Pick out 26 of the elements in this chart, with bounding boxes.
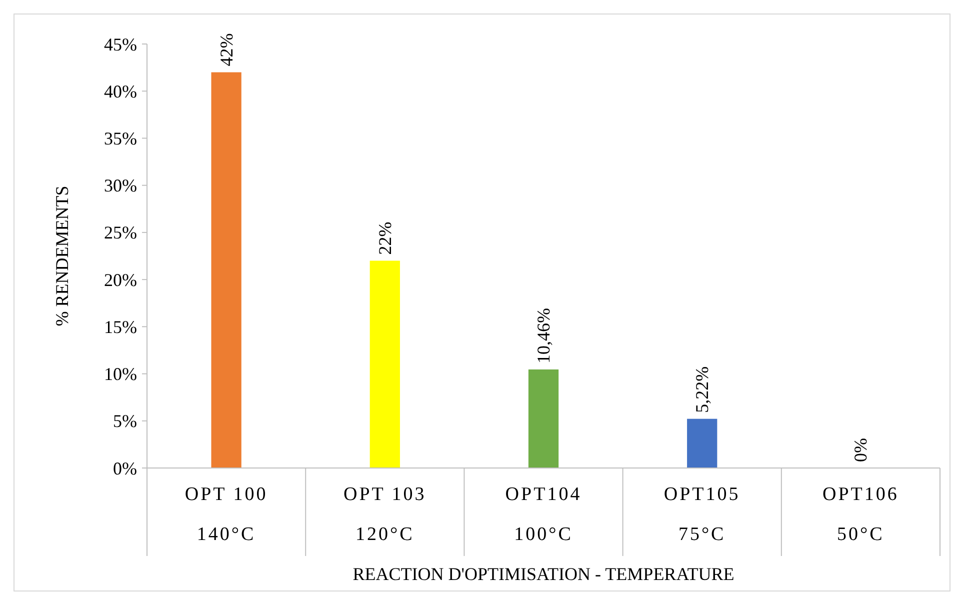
y-tick-label: 20% xyxy=(104,270,137,290)
y-axis-title: % RENDEMENTS xyxy=(52,186,72,326)
data-label: 22% xyxy=(374,222,395,255)
x-tick-label: OPT 103 120°C xyxy=(343,484,426,545)
x-axis-title: REACTION D'OPTIMISATION - TEMPERATURE xyxy=(352,564,734,584)
y-tick-label: 25% xyxy=(104,222,137,243)
y-tick-label: 35% xyxy=(104,128,137,149)
data-label: 42% xyxy=(216,33,236,66)
x-tick-label: OPT 100 140°C xyxy=(184,484,268,545)
y-tick-label: 45% xyxy=(104,34,137,54)
y-tick-label: 30% xyxy=(104,176,137,196)
data-label: 0% xyxy=(850,438,871,462)
y-tick-label: 0% xyxy=(113,458,137,478)
bar xyxy=(528,369,559,468)
y-tick-label: 15% xyxy=(104,316,137,337)
x-tick-label: OPT104 100°C xyxy=(505,484,582,545)
y-tick-label: 5% xyxy=(113,411,137,432)
bar xyxy=(687,418,718,468)
y-tick-label: 10% xyxy=(104,364,137,384)
bar xyxy=(370,260,400,468)
data-label: 5,22% xyxy=(692,366,712,413)
data-label: 10,46% xyxy=(534,308,554,364)
x-tick-label: OPT105 75°C xyxy=(664,484,740,545)
bar xyxy=(211,72,242,468)
y-tick-label: 40% xyxy=(104,81,137,102)
x-tick-label: OPT106 50°C xyxy=(822,484,899,545)
